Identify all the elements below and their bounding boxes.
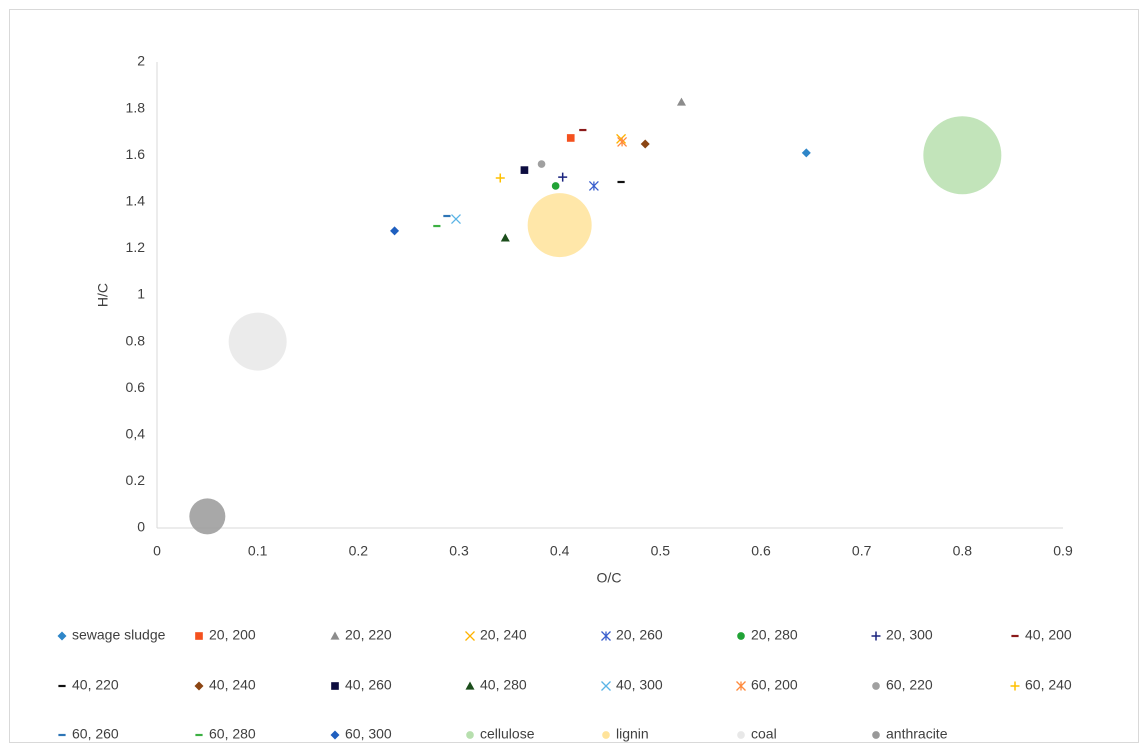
marker-plus <box>871 631 881 641</box>
marker-plus <box>558 172 568 182</box>
x-axis-label: O/C <box>597 570 622 586</box>
marker-circle <box>737 632 745 640</box>
x-tick-label: 0.7 <box>852 543 872 559</box>
marker-circle <box>872 731 880 739</box>
legend-label: 40, 240 <box>209 677 256 693</box>
legend-label: cellulose <box>480 726 535 742</box>
legend-label: 20, 280 <box>751 627 798 643</box>
legend-label: 40, 200 <box>1025 627 1072 643</box>
y-tick-label: 1.2 <box>126 239 146 255</box>
legend-label: 40, 280 <box>480 677 527 693</box>
y-tick-label: 1 <box>137 286 145 302</box>
marker-plus <box>1010 681 1020 691</box>
marker-square <box>520 166 529 174</box>
legend-label: coal <box>751 726 777 742</box>
y-tick-label: 2 <box>137 53 145 69</box>
legend-label: 60, 260 <box>72 726 119 742</box>
marker-plus <box>495 173 505 183</box>
marker-diamond <box>194 681 204 691</box>
marker-bubble <box>527 193 592 258</box>
marker-circle <box>551 182 560 190</box>
legend-label: 20, 200 <box>209 627 256 643</box>
legend-label: 60, 300 <box>345 726 392 742</box>
x-tick-label: 0 <box>153 543 161 559</box>
marker-circle <box>466 731 474 739</box>
legend-label: 20, 260 <box>616 627 663 643</box>
legend-label: lignin <box>616 726 649 742</box>
marker-square <box>566 134 575 142</box>
marker-square <box>331 682 339 690</box>
marker-diamond <box>57 631 67 641</box>
marker-asterisk <box>588 180 599 191</box>
legend-label: 40, 260 <box>345 677 392 693</box>
marker-diamond <box>640 139 650 149</box>
legend-label: 60, 240 <box>1025 677 1072 693</box>
marker-x <box>616 133 627 144</box>
x-tick-label: 0.6 <box>751 543 771 559</box>
marker-diamond <box>330 730 340 740</box>
marker-x <box>601 681 611 691</box>
x-tick-label: 0.2 <box>349 543 369 559</box>
y-tick-label: 0.8 <box>126 332 146 348</box>
marker-circle <box>872 682 880 690</box>
marker-asterisk <box>736 681 746 691</box>
y-axis-label: H/C <box>95 283 111 307</box>
legend-label: 60, 280 <box>209 726 256 742</box>
y-tick-label: 0.6 <box>126 379 146 395</box>
x-tick-label: 0.1 <box>248 543 268 559</box>
y-tick-label: 0.2 <box>126 472 146 488</box>
legend-label: anthracite <box>886 726 948 742</box>
marker-triangle <box>465 681 475 690</box>
marker-diamond <box>390 226 400 236</box>
marker-x <box>465 631 475 641</box>
marker-triangle <box>330 631 340 640</box>
y-tick-label: 0,4 <box>126 426 146 442</box>
marker-circle <box>602 731 610 739</box>
marker-x <box>451 214 461 225</box>
marker-asterisk <box>617 136 628 147</box>
legend-label: 20, 300 <box>886 627 933 643</box>
marker-asterisk <box>601 631 611 641</box>
marker-bubble <box>228 312 287 371</box>
legend-label: 20, 240 <box>480 627 527 643</box>
legend-label: 20, 220 <box>345 627 392 643</box>
marker-triangle <box>676 97 686 106</box>
marker-triangle <box>500 233 510 242</box>
marker-circle <box>737 731 745 739</box>
x-tick-label: 0.3 <box>449 543 469 559</box>
legend-label: 40, 220 <box>72 677 119 693</box>
x-tick-label: 0.9 <box>1053 543 1073 559</box>
marker-square <box>195 632 203 640</box>
marker-bubble <box>189 498 226 535</box>
y-tick-label: 1.8 <box>126 99 146 115</box>
y-tick-label: 1.4 <box>126 193 146 209</box>
marker-bubble <box>923 116 1002 195</box>
x-tick-label: 0.8 <box>953 543 973 559</box>
marker-diamond <box>801 148 811 158</box>
legend-label: 60, 200 <box>751 677 798 693</box>
y-tick-label: 0 <box>137 519 145 535</box>
legend-label: 60, 220 <box>886 677 933 693</box>
legend-label: 40, 300 <box>616 677 663 693</box>
y-tick-label: 1.6 <box>126 146 146 162</box>
legend-label: sewage sludge <box>72 627 166 643</box>
x-tick-label: 0.4 <box>550 543 570 559</box>
x-tick-label: 0.5 <box>651 543 671 559</box>
marker-circle <box>537 160 546 168</box>
